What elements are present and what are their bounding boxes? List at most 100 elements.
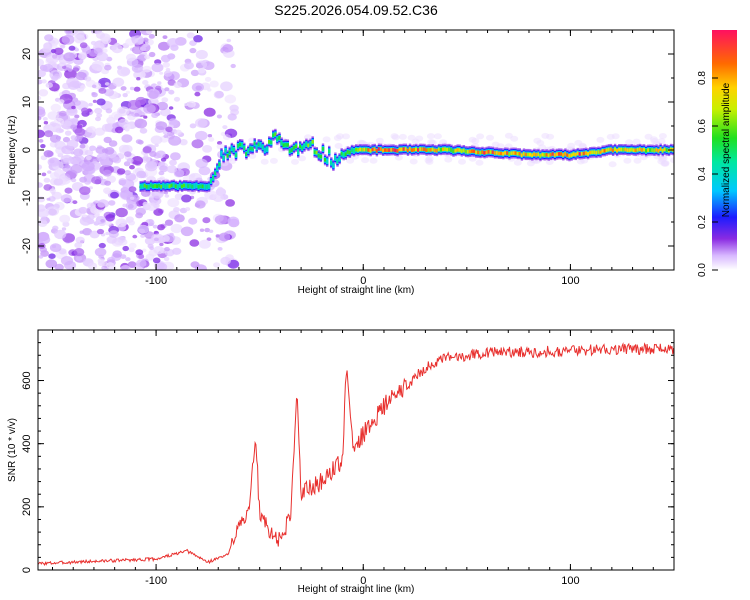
noise-blob xyxy=(131,35,144,45)
ridge-cell xyxy=(180,184,184,189)
ridge-cell xyxy=(328,149,331,154)
noise-blob xyxy=(38,129,45,138)
haze-blob xyxy=(260,158,269,165)
ridge-cell xyxy=(313,150,316,154)
ridge-cell xyxy=(183,183,186,188)
noise-blob xyxy=(53,47,64,55)
ridge-cell xyxy=(537,152,540,157)
noise-blob xyxy=(143,153,149,157)
ridge-cell xyxy=(402,147,405,151)
ridge-cell xyxy=(502,152,505,156)
noise-blob xyxy=(42,63,54,72)
noise-blob xyxy=(78,206,88,214)
noise-blob xyxy=(122,93,128,98)
ridge-cell xyxy=(421,147,424,151)
ridge-cell xyxy=(332,163,335,168)
ridge-cell xyxy=(647,148,650,152)
noise-blob xyxy=(194,91,201,97)
ridge-cell xyxy=(309,142,312,146)
ridge-cell xyxy=(549,152,553,157)
ridge-cell xyxy=(193,184,196,188)
noise-blob xyxy=(66,169,78,179)
ridge-cell xyxy=(369,149,372,153)
noise-blob xyxy=(166,165,178,174)
noise-blob xyxy=(156,101,168,111)
ridge-cell xyxy=(189,184,192,188)
ridge-cell xyxy=(330,160,333,165)
noise-blob xyxy=(162,35,168,39)
ridge-cell xyxy=(220,151,223,156)
noise-blob xyxy=(157,263,168,270)
ridge-cell xyxy=(239,142,242,147)
noise-blob xyxy=(127,99,141,110)
noise-blob xyxy=(48,196,56,202)
noise-blob xyxy=(195,118,208,128)
ridge-cell xyxy=(334,156,337,160)
noise-blob xyxy=(189,123,197,129)
ridge-cell xyxy=(278,136,281,140)
noise-blob xyxy=(66,139,79,149)
noise-blob xyxy=(153,246,165,255)
noise-blob xyxy=(144,161,158,172)
noise-blob xyxy=(220,256,231,265)
ridge-cell xyxy=(197,185,200,189)
noise-blob xyxy=(122,245,129,252)
haze-blob xyxy=(486,134,494,141)
ridge-cell xyxy=(413,148,416,152)
noise-blob xyxy=(198,166,211,176)
ridge-cell xyxy=(634,148,637,153)
noise-blob xyxy=(128,186,137,193)
noise-blob xyxy=(79,143,86,149)
ridge-cell xyxy=(319,154,323,159)
haze-blob xyxy=(291,158,299,165)
noise-blob xyxy=(174,129,182,135)
noise-blob xyxy=(41,79,47,84)
noise-blob xyxy=(136,170,147,179)
noise-blob xyxy=(202,145,213,153)
ridge-cell xyxy=(205,185,209,189)
noise-blob xyxy=(207,134,213,138)
noise-blob xyxy=(135,139,143,145)
noise-blob xyxy=(195,85,202,91)
haze-blob xyxy=(567,142,576,149)
ridge-cell xyxy=(342,153,345,157)
noise-blob xyxy=(92,99,97,103)
noise-blob xyxy=(76,124,83,129)
noise-blob xyxy=(73,248,85,257)
noise-blob xyxy=(169,232,174,237)
ridge-cell xyxy=(487,150,490,154)
snr-frame xyxy=(37,329,675,571)
ridge-cell xyxy=(392,148,395,152)
noise-blob xyxy=(193,35,203,43)
noise-blob xyxy=(130,196,135,200)
snr-series-line xyxy=(38,342,674,566)
ridge-cell xyxy=(645,149,648,153)
noise-blob xyxy=(204,227,211,233)
noise-blob xyxy=(96,113,103,118)
noise-blob xyxy=(91,84,97,89)
noise-blob xyxy=(132,234,138,239)
noise-blob xyxy=(79,186,91,196)
ridge-cell xyxy=(535,152,538,157)
ridge-cell xyxy=(406,148,410,153)
noise-blob xyxy=(108,200,116,206)
ridge-cell xyxy=(566,153,569,157)
noise-blob xyxy=(137,224,149,234)
haze-blob xyxy=(222,134,231,141)
haze-blob xyxy=(513,159,522,166)
ridge-cell xyxy=(473,149,476,154)
ridge-cell xyxy=(568,154,571,158)
ridge-cell xyxy=(174,184,178,189)
ridge-cell xyxy=(489,150,492,154)
noise-blob xyxy=(47,170,52,174)
ridge-cell xyxy=(653,148,656,153)
noise-blob xyxy=(131,64,144,73)
ridge-cell xyxy=(497,151,501,156)
noise-blob xyxy=(180,226,194,237)
noise-blob xyxy=(38,69,46,78)
ridge-cell xyxy=(274,132,277,137)
noise-blob xyxy=(71,105,76,110)
noise-blob xyxy=(95,116,101,122)
noise-blob xyxy=(44,130,54,138)
